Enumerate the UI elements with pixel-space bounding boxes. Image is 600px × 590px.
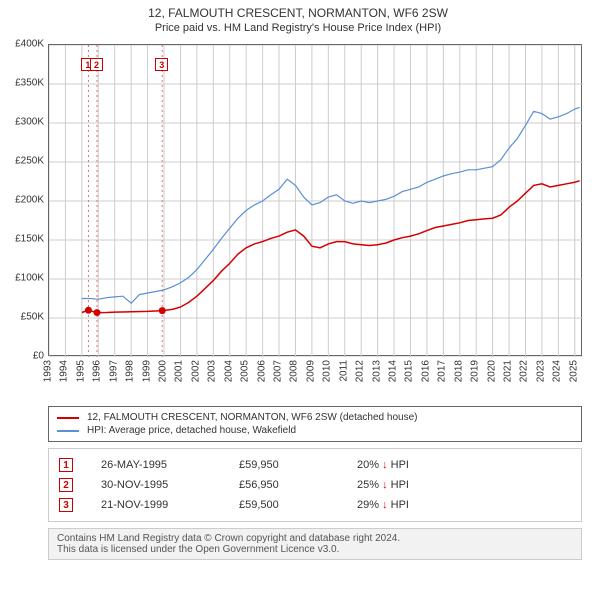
x-tick-label: 2017 <box>437 360 448 382</box>
arrow-down-icon: ↓ <box>382 499 388 511</box>
y-tick-label: £50K <box>4 312 44 323</box>
chart-subtitle: Price paid vs. HM Land Registry's House … <box>6 22 590 34</box>
transaction-row: 1 26-MAY-1995 £59,950 20% ↓ HPI <box>59 455 571 475</box>
y-tick-label: £150K <box>4 234 44 245</box>
x-tick-label: 2021 <box>503 360 514 382</box>
legend-swatch <box>57 430 79 432</box>
transaction-flag: 3 <box>155 58 168 71</box>
x-tick-label: 2010 <box>322 360 333 382</box>
y-tick-label: £200K <box>4 195 44 206</box>
x-tick-label: 2024 <box>552 360 563 382</box>
x-tick-label: 2008 <box>289 360 300 382</box>
x-tick-label: 1993 <box>43 360 54 382</box>
x-tick-label: 1998 <box>125 360 136 382</box>
y-tick-label: £250K <box>4 156 44 167</box>
legend-swatch <box>57 417 79 419</box>
x-tick-label: 2000 <box>158 360 169 382</box>
chart-region: £0 £50K £100K £150K £200K £250K £300K £350K £400… <box>6 34 590 402</box>
x-tick-label: 2020 <box>486 360 497 382</box>
x-tick-label: 2007 <box>273 360 284 382</box>
plot-svg <box>49 45 583 357</box>
x-tick-label: 2009 <box>305 360 316 382</box>
x-tick-label: 2003 <box>207 360 218 382</box>
x-tick-label: 1997 <box>108 360 119 382</box>
chart-title: 12, FALMOUTH CRESCENT, NORMANTON, WF6 2S… <box>6 6 590 20</box>
footer-line-1: Contains HM Land Registry data © Crown c… <box>57 533 573 544</box>
x-tick-label: 2022 <box>519 360 530 382</box>
y-tick-label: £0 <box>4 351 44 362</box>
x-tick-label: 2019 <box>470 360 481 382</box>
transaction-price: £59,950 <box>239 459 329 471</box>
x-tick-label: 2016 <box>420 360 431 382</box>
x-tick-label: 2023 <box>535 360 546 382</box>
x-tick-label: 1995 <box>75 360 86 382</box>
x-tick-label: 2006 <box>256 360 267 382</box>
x-tick-label: 2011 <box>338 360 349 382</box>
footer: Contains HM Land Registry data © Crown c… <box>48 528 582 560</box>
x-tick-label: 2004 <box>223 360 234 382</box>
transaction-price: £59,500 <box>239 499 329 511</box>
transaction-index: 1 <box>59 458 73 472</box>
footer-line-2: This data is licensed under the Open Gov… <box>57 544 573 555</box>
y-tick-label: £100K <box>4 273 44 284</box>
legend-row: 12, FALMOUTH CRESCENT, NORMANTON, WF6 2S… <box>57 411 573 424</box>
arrow-down-icon: ↓ <box>382 459 388 471</box>
transaction-delta: 25% ↓ HPI <box>357 479 409 491</box>
x-tick-label: 2025 <box>568 360 579 382</box>
x-tick-label: 2002 <box>190 360 201 382</box>
transaction-row: 2 30-NOV-1995 £56,950 25% ↓ HPI <box>59 475 571 495</box>
x-tick-label: 2014 <box>388 360 399 382</box>
y-tick-label: £300K <box>4 117 44 128</box>
x-tick-label: 2018 <box>453 360 464 382</box>
titles: 12, FALMOUTH CRESCENT, NORMANTON, WF6 2S… <box>6 6 590 34</box>
transaction-price: £56,950 <box>239 479 329 491</box>
transaction-date: 26-MAY-1995 <box>101 459 211 471</box>
transaction-delta: 20% ↓ HPI <box>357 459 409 471</box>
y-tick-label: £400K <box>4 39 44 50</box>
x-tick-label: 1999 <box>141 360 152 382</box>
transaction-index: 2 <box>59 478 73 492</box>
y-tick-label: £350K <box>4 78 44 89</box>
x-tick-label: 1994 <box>59 360 70 382</box>
transaction-date: 30-NOV-1995 <box>101 479 211 491</box>
x-tick-label: 2005 <box>240 360 251 382</box>
x-tick-label: 2015 <box>404 360 415 382</box>
x-tick-label: 1996 <box>92 360 103 382</box>
x-tick-label: 2001 <box>174 360 185 382</box>
transactions-table: 1 26-MAY-1995 £59,950 20% ↓ HPI 2 30-NOV-1995… <box>48 448 582 522</box>
transaction-index: 3 <box>59 498 73 512</box>
transaction-delta: 29% ↓ HPI <box>357 499 409 511</box>
legend: 12, FALMOUTH CRESCENT, NORMANTON, WF6 2S… <box>48 406 582 442</box>
arrow-down-icon: ↓ <box>382 479 388 491</box>
transaction-date: 21-NOV-1999 <box>101 499 211 511</box>
legend-row: HPI: Average price, detached house, Wake… <box>57 424 573 437</box>
chart-container: 12, FALMOUTH CRESCENT, NORMANTON, WF6 2S… <box>0 0 600 566</box>
plot-frame <box>48 44 582 356</box>
legend-label: 12, FALMOUTH CRESCENT, NORMANTON, WF6 2S… <box>87 412 417 423</box>
transaction-flag: 2 <box>90 58 103 71</box>
x-tick-label: 2013 <box>371 360 382 382</box>
legend-label: HPI: Average price, detached house, Wake… <box>87 425 296 436</box>
transaction-row: 3 21-NOV-1999 £59,500 29% ↓ HPI <box>59 495 571 515</box>
x-tick-label: 2012 <box>355 360 366 382</box>
